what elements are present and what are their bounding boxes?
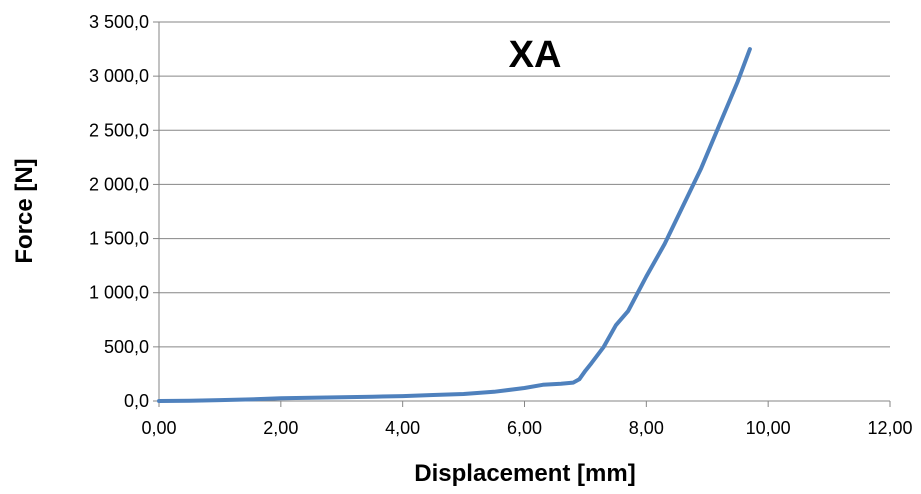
y-tick-label: 3 000,0 [89, 66, 149, 86]
y-tick-label: 3 500,0 [89, 12, 149, 32]
y-tick-label: 2 500,0 [89, 120, 149, 140]
plot-area [159, 22, 890, 401]
x-tick-label: 0,00 [141, 418, 176, 438]
y-tick-label: 0,0 [124, 391, 149, 411]
x-tick-labels: 0,00 2,00 4,00 6,00 8,00 10,00 12,00 [141, 418, 912, 438]
y-tick-labels: 0,0 500,0 1 000,0 1 500,0 2 000,0 2 500,0 3 00… [89, 12, 149, 411]
gridlines [159, 21, 890, 348]
axes [153, 21, 891, 407]
y-axis-title: Force [N] [11, 158, 38, 263]
y-tick-label: 2 000,0 [89, 174, 149, 194]
series-layer [157, 47, 752, 403]
x-tick-label: 8,00 [629, 418, 664, 438]
x-tick-label: 4,00 [385, 418, 420, 438]
x-tick-label: 10,00 [746, 418, 791, 438]
x-tick-label: 2,00 [263, 418, 298, 438]
x-axis-title: Displacement [mm] [414, 460, 635, 487]
series-line [157, 47, 752, 403]
y-tick-label: 1 000,0 [89, 283, 149, 303]
x-tick-label: 6,00 [507, 418, 542, 438]
y-tick-label: 1 500,0 [89, 229, 149, 249]
x-tick-label: 12,00 [867, 418, 912, 438]
y-tick-label: 500,0 [104, 337, 149, 357]
chart-title: XA [509, 34, 562, 76]
